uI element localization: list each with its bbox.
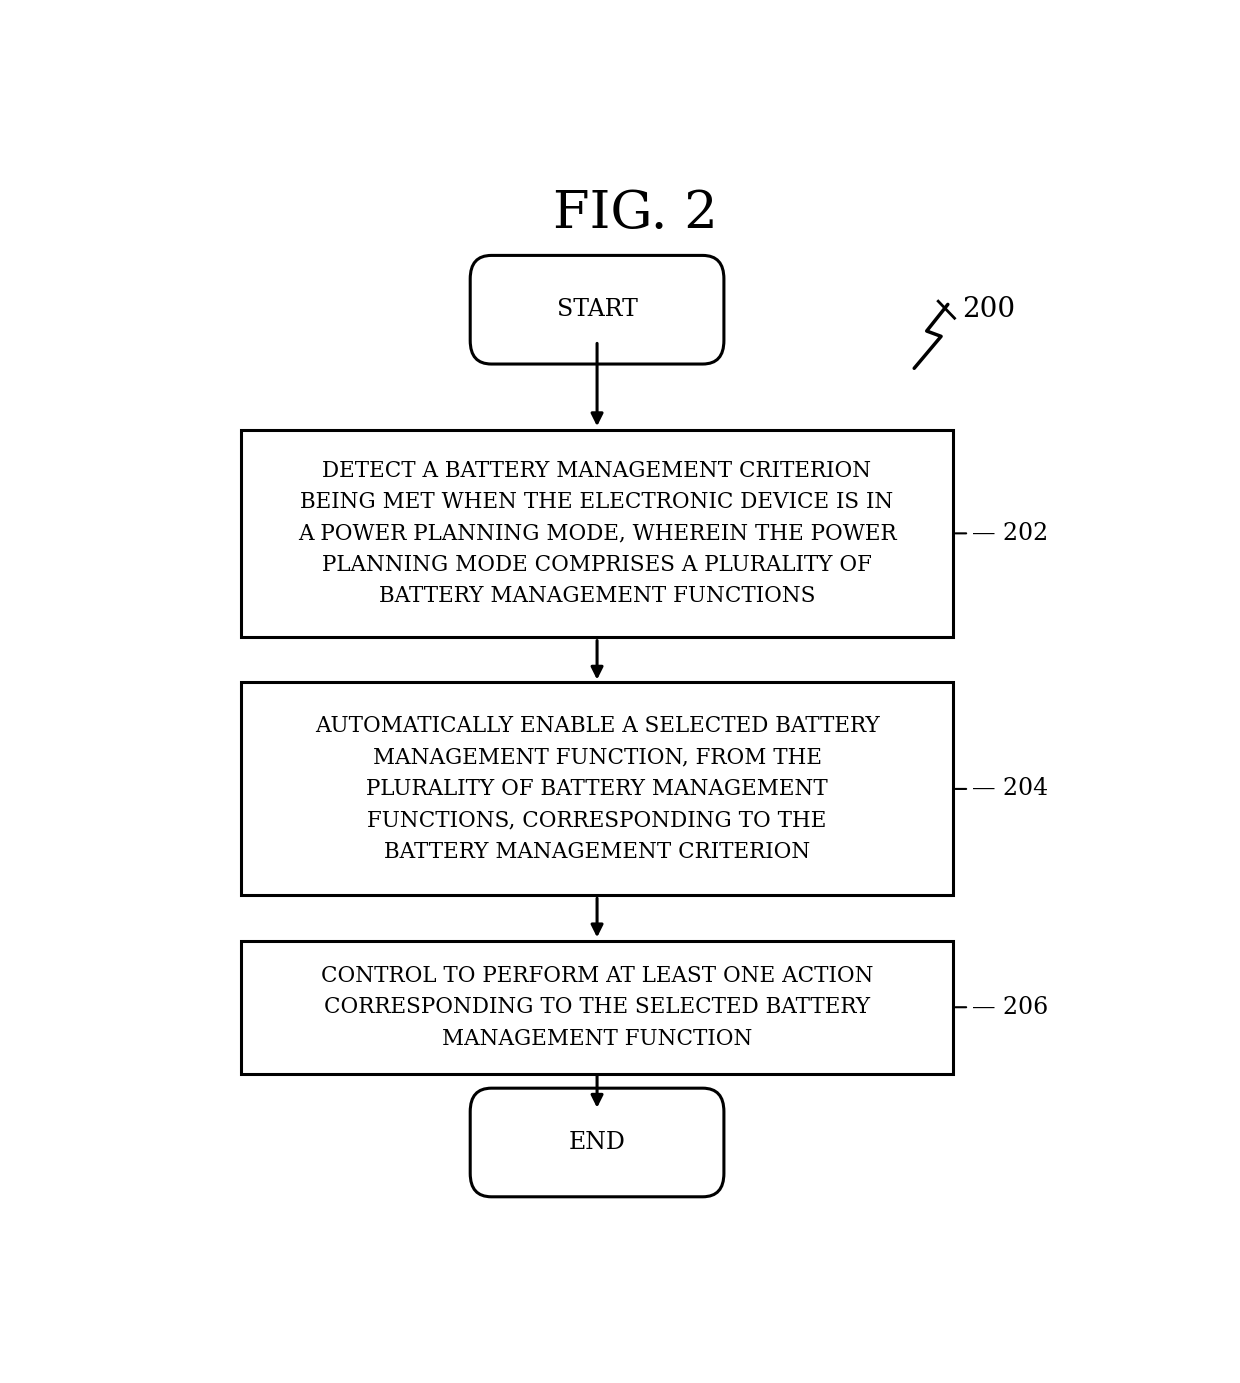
Text: — 204: — 204 <box>972 777 1048 801</box>
Text: — 206: — 206 <box>972 996 1048 1019</box>
FancyBboxPatch shape <box>242 940 952 1073</box>
Text: CONTROL TO PERFORM AT LEAST ONE ACTION
CORRESPONDING TO THE SELECTED BATTERY
MAN: CONTROL TO PERFORM AT LEAST ONE ACTION C… <box>321 965 873 1050</box>
FancyBboxPatch shape <box>470 1088 724 1196</box>
Text: START: START <box>557 299 637 321</box>
FancyBboxPatch shape <box>470 256 724 364</box>
FancyBboxPatch shape <box>242 682 952 895</box>
Text: DETECT A BATTERY MANAGEMENT CRITERION
BEING MET WHEN THE ELECTRONIC DEVICE IS IN: DETECT A BATTERY MANAGEMENT CRITERION BE… <box>298 459 897 607</box>
Text: 200: 200 <box>962 296 1016 324</box>
Text: — 202: — 202 <box>972 521 1048 545</box>
Text: FIG. 2: FIG. 2 <box>553 188 718 239</box>
Text: END: END <box>569 1131 625 1153</box>
FancyBboxPatch shape <box>242 430 952 638</box>
Text: AUTOMATICALLY ENABLE A SELECTED BATTERY
MANAGEMENT FUNCTION, FROM THE
PLURALITY : AUTOMATICALLY ENABLE A SELECTED BATTERY … <box>315 715 879 863</box>
